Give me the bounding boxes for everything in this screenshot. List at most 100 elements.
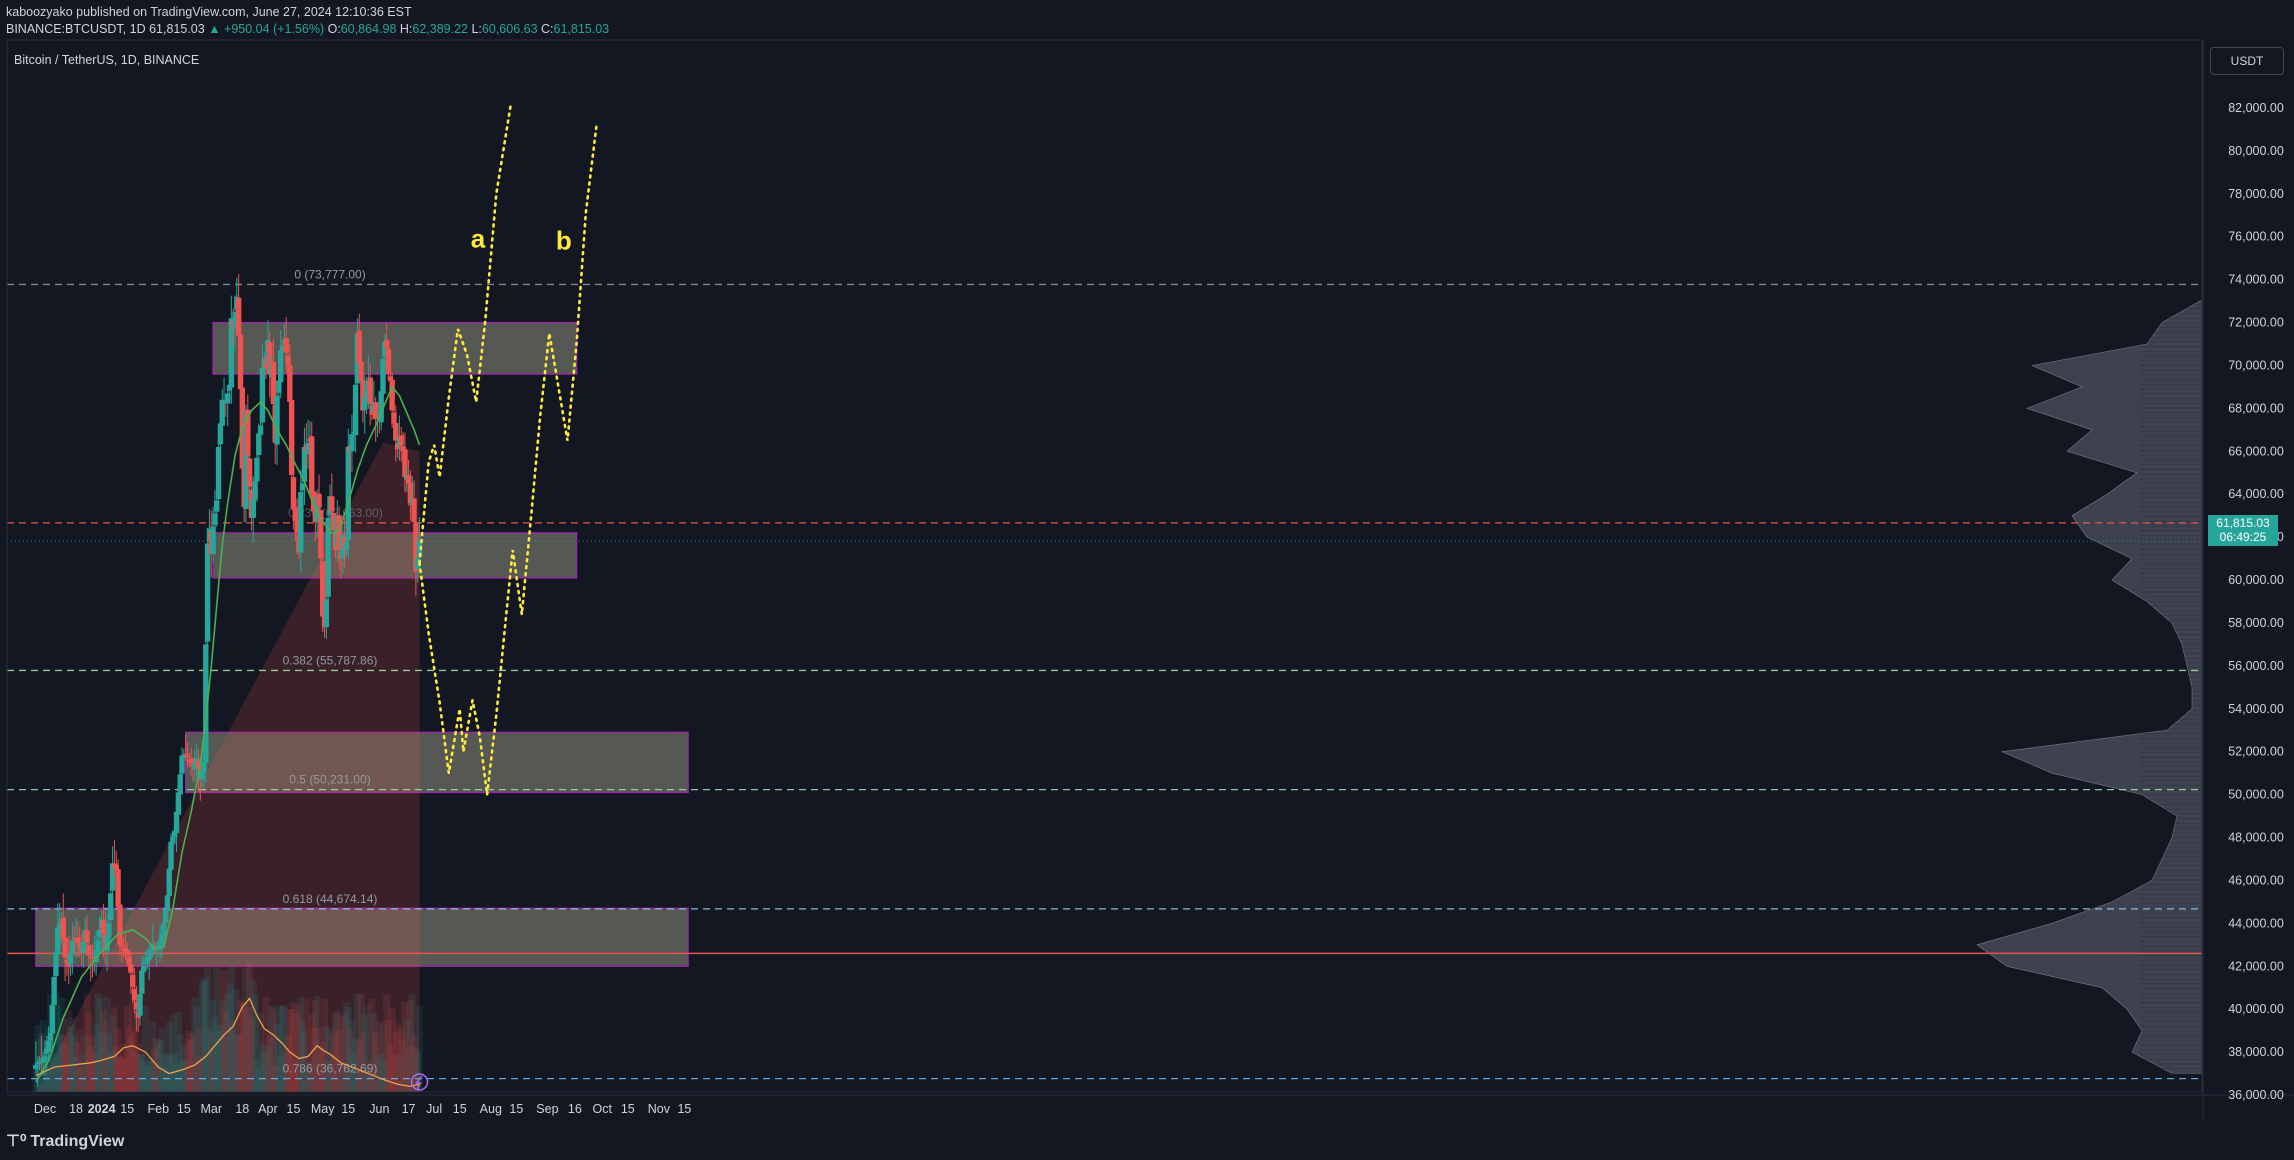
volume-bar [246,962,254,1092]
candles-layer [33,274,423,1088]
volume-bar [244,1006,252,1092]
volume-bar [103,996,111,1092]
y-tick-label: 60,000.00 [2228,573,2284,587]
volume-bar [147,1061,155,1092]
volume-bar [236,999,244,1092]
x-tick-label: 15 [120,1102,134,1116]
fib-level-label: 0.786 (36,762.69) [283,1062,378,1076]
candle-body [356,330,362,364]
candle-body [287,365,293,402]
y-tick-label: 70,000.00 [2228,358,2284,372]
tradingview-logo[interactable]: ⊤⁰ TradingView [6,1131,124,1151]
volume-bar [268,1005,276,1092]
candle-body [305,442,311,454]
candle-body [267,342,273,375]
volume-profile-shape [1976,300,2203,1074]
candle-body [407,482,414,503]
volume-bar [233,1033,241,1092]
volume-bar [85,1012,93,1092]
volume-bar [176,1034,184,1092]
close-label: C: [541,22,554,36]
candle-body [290,477,297,510]
candle-body [133,1001,140,1010]
fib-level-label: 0.618 (44,674.14) [283,892,378,906]
volume-bar [169,1015,177,1092]
volume-bar [202,980,210,1092]
volume-bar [322,1025,330,1092]
tradingview-logo-icon: ⊤⁰ [6,1133,27,1150]
candle-body [161,923,167,936]
volume-bar [242,968,250,1092]
volume-bar [218,999,226,1092]
volume-bar [266,1034,274,1092]
y-tick-label: 58,000.00 [2228,616,2284,630]
volume-bar [390,1055,398,1092]
candle-body [329,496,335,512]
volume-bar [112,1045,120,1092]
candle-body [122,947,129,953]
volume-bar [109,1014,117,1092]
y-tick-label: 46,000.00 [2228,873,2284,887]
y-tick-label: 42,000.00 [2228,959,2284,973]
candle-body [383,340,390,349]
candle-body [367,377,373,405]
candle-body [394,443,401,450]
x-tick-label: 17 [402,1102,416,1116]
volume-bar [240,1001,248,1092]
volume-bar [273,1024,281,1092]
candle-body [343,541,350,551]
candle-body [109,863,116,891]
volume-bar [89,1035,97,1092]
candle-body [380,359,386,394]
candle-body [168,841,174,870]
x-tick-label: 18 [69,1102,83,1116]
volume-bar [405,1046,413,1092]
volume-bar [355,1041,363,1092]
volume-bar [416,1005,424,1092]
volume-bar [57,997,65,1092]
volume-bar [196,1027,204,1092]
axes-layer: 36,000.00 38,000.00 40,000.00 42,000.00 44,0… [6,39,2294,1120]
volume-bar [185,1030,193,1092]
volume-bar [395,1053,403,1092]
volume-bar [65,1009,73,1092]
candle-body [97,929,103,938]
candle-body [170,836,176,843]
volume-bar [381,1059,389,1092]
volume-bar [114,1028,122,1092]
volume-bar [140,1060,148,1092]
volume-bar [204,967,212,1092]
candle-body [232,311,238,327]
volume-bar [54,1005,62,1092]
volume-bar [178,1060,186,1092]
candle-body [274,395,280,445]
volume-bar [339,1065,347,1092]
open-value: 60,864.98 [340,22,397,36]
volume-bar [56,1033,64,1092]
low-label: L: [471,22,482,36]
y-tick-label: 78,000.00 [2228,187,2284,201]
candle-body [45,1040,52,1052]
currency-button[interactable]: USDT [2210,47,2284,75]
candle-body [215,447,222,500]
volume-bar [319,1042,327,1092]
volume-bar [388,1007,396,1092]
candle-body [349,434,355,452]
volume-bar [116,1056,124,1092]
symbol-label[interactable]: BINANCE:BTCUSDT, 1D [6,22,146,36]
volume-bar [68,1017,76,1092]
projection-label-a: a [471,223,486,253]
publish-line: kaboozyako published on TradingView.com,… [6,5,412,19]
candle-body [385,348,392,375]
volume-bar [313,995,321,1092]
volume-bar [401,1001,409,1092]
volume-bar [297,997,305,1092]
candle-body [298,492,304,553]
volume-bar [222,1011,230,1092]
candle-body [75,937,81,944]
volume-bar [216,1024,224,1092]
candle-body [358,361,364,381]
candle-body [49,1004,56,1034]
volume-bar [412,1046,420,1092]
